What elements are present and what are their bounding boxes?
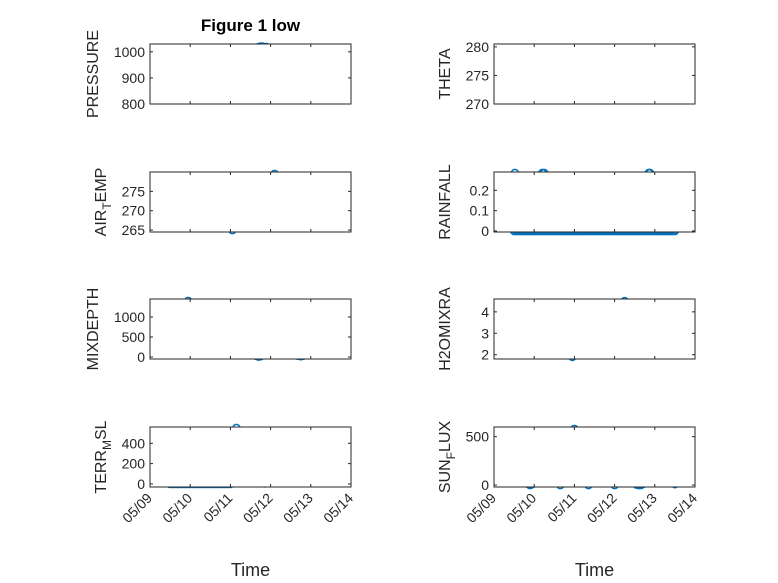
y-tick-label: 270 bbox=[466, 96, 490, 112]
y-axis-label: AIRTEMP bbox=[93, 168, 114, 237]
y-tick-label: 0 bbox=[481, 477, 489, 493]
x-tick-label: 05/12 bbox=[584, 490, 620, 526]
subplot-mixdepth: 0 500 1000 MIXDEPTH bbox=[85, 288, 352, 371]
y-tick-label: 0 bbox=[137, 349, 145, 365]
x-tick-label: 05/09 bbox=[463, 490, 499, 526]
axes-frame bbox=[493, 426, 696, 488]
axes-frame bbox=[493, 298, 696, 360]
axes-frame bbox=[149, 298, 352, 360]
subplot-h2omixra: 2 3 4 H2OMIXRA bbox=[437, 287, 696, 371]
y-tick-label: 275 bbox=[122, 183, 146, 199]
x-tick-label: 05/11 bbox=[544, 490, 580, 526]
y-tick-label: 265 bbox=[122, 222, 146, 238]
y-axis-label: MIXDEPTH bbox=[85, 288, 102, 371]
axes-frame bbox=[493, 43, 696, 105]
y-tick-label: 200 bbox=[122, 456, 146, 472]
y-tick-label: 0 bbox=[137, 476, 145, 492]
x-tick-label: 05/14 bbox=[320, 490, 356, 526]
y-axis-label: H2OMIXRA bbox=[437, 287, 454, 371]
x-tick-label: 05/09 bbox=[119, 490, 155, 526]
x-tick-label: 05/13 bbox=[280, 490, 316, 526]
x-axis-label: Time bbox=[575, 560, 614, 580]
y-tick-label: 2 bbox=[481, 347, 489, 363]
subplot-rainfall: 0 0.1 0.2 RAINFALL bbox=[437, 164, 696, 240]
y-tick-label: 275 bbox=[466, 67, 490, 83]
y-tick-label: 0.2 bbox=[470, 182, 490, 198]
axes-frame bbox=[149, 43, 352, 105]
subplot-theta: 270 275 280 THETA bbox=[437, 39, 696, 112]
y-tick-label: 800 bbox=[122, 96, 146, 112]
subplot-pressure: 800 900 1000 PRESSURE Figure 1 low bbox=[85, 16, 352, 118]
axes-frame bbox=[149, 426, 352, 488]
axes-frame bbox=[493, 171, 696, 233]
x-tick-label: 05/10 bbox=[503, 490, 539, 526]
axes-frame bbox=[149, 171, 352, 233]
x-tick-label: 05/11 bbox=[200, 490, 236, 526]
subplot-air-temp: 265 270 275 AIRTEMP bbox=[93, 168, 352, 238]
y-tick-label: 3 bbox=[481, 325, 489, 341]
y-tick-label: 1000 bbox=[114, 309, 145, 325]
y-tick-label: 500 bbox=[466, 429, 490, 445]
y-tick-label: 270 bbox=[122, 203, 146, 219]
y-tick-label: 4 bbox=[481, 304, 489, 320]
y-axis-label: SUNFLUX bbox=[437, 421, 458, 494]
y-axis-label: TERRMSL bbox=[93, 420, 114, 493]
y-axis-label: THETA bbox=[437, 48, 454, 100]
y-tick-label: 0.1 bbox=[470, 203, 490, 219]
y-tick-label: 280 bbox=[466, 39, 490, 55]
y-tick-label: 0 bbox=[481, 223, 489, 239]
y-axis-label: RAINFALL bbox=[437, 164, 454, 240]
x-tick-label: 05/13 bbox=[624, 490, 660, 526]
x-tick-label: 05/10 bbox=[159, 490, 195, 526]
y-tick-label: 1000 bbox=[114, 44, 145, 60]
y-tick-label: 900 bbox=[122, 70, 146, 86]
y-tick-label: 500 bbox=[122, 329, 146, 345]
figure-title: Figure 1 low bbox=[201, 16, 301, 35]
y-axis-label: PRESSURE bbox=[85, 30, 102, 118]
x-axis-label: Time bbox=[231, 560, 270, 580]
x-tick-label: 05/14 bbox=[664, 490, 700, 526]
y-tick-label: 400 bbox=[122, 435, 146, 451]
x-tick-label: 05/12 bbox=[240, 490, 276, 526]
